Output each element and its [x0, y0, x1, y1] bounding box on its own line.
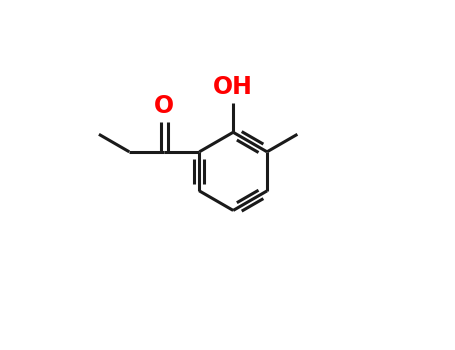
Text: OH: OH [213, 75, 253, 99]
Text: O: O [154, 94, 174, 118]
